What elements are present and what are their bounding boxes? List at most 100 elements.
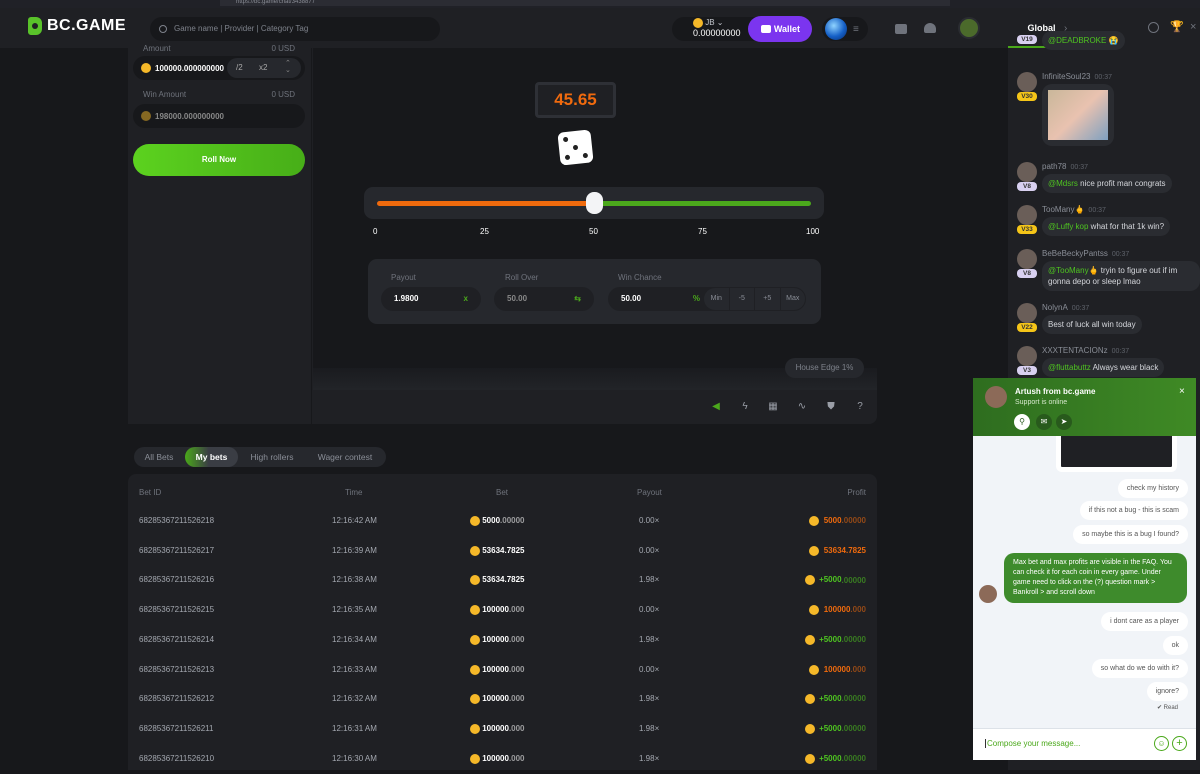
header-profit: Profit [847,488,866,497]
amount-input[interactable]: 100000.000000000 /2 x2 ⌃ ⌄ [133,56,305,80]
close-chat-icon[interactable]: × [1190,21,1197,33]
emoji-icon[interactable]: ☺ [1154,736,1169,751]
lightning-icon[interactable]: ϟ [742,401,748,412]
stepper-icon[interactable]: ⌃ ⌄ [285,60,291,74]
table-row[interactable]: 68285367211526212 12:16:32 AM 100000.000… [128,685,877,715]
search-input[interactable]: Game name | Provider | Category Tag [150,17,440,41]
table-row[interactable]: 68285367211526215 12:16:35 AM 100000.000… [128,596,877,626]
slider-handle[interactable] [586,192,603,214]
payout-input[interactable]: 1.9800 x [381,287,481,311]
compose-input[interactable]: Compose your message... ☺ + [973,728,1196,760]
chat-avatar[interactable] [1017,249,1037,269]
rollover-input[interactable]: 50.00 ⇆ [494,287,594,311]
help-icon[interactable]: ? [857,401,863,412]
slider-lose-track [377,201,594,206]
user-message: i dont care as a player [1101,612,1188,631]
roll-slider[interactable] [364,187,824,219]
search-icon[interactable]: ⚲ [1014,414,1030,430]
table-row[interactable]: 68285367211526216 12:16:38 AM 53634.7825… [128,566,877,596]
mail-icon[interactable] [895,24,907,34]
user-message: if this not a bug - this is scam [1079,501,1188,520]
email-icon[interactable]: ✉ [1036,414,1052,430]
chat-mention[interactable]: @TooMany🖕 [1048,266,1099,275]
url-bar[interactable]: https://bc.game/chat/3438877 [220,0,950,6]
bet-id[interactable]: 68285367211526215 [139,605,215,615]
swap-icon[interactable]: ⇆ [574,294,581,303]
chat-mention[interactable]: @fluttabuttz [1048,363,1091,372]
double-button[interactable]: x2 [259,63,268,72]
bet-id[interactable]: 68285367211526218 [139,516,215,525]
bet-id[interactable]: 68285367211526216 [139,575,215,585]
rollover-value: 50.00 [507,294,528,303]
plus-5-button[interactable]: +5 [755,288,781,310]
winchance-suffix: % [692,294,700,303]
bet-amount: 53634.7825 [470,575,525,586]
screenshot-attachment[interactable] [1056,436,1177,472]
image-message[interactable] [1042,84,1114,146]
info-icon[interactable] [1148,22,1159,33]
close-support-icon[interactable]: × [1179,386,1185,397]
bet-id[interactable]: 68285367211526214 [139,634,215,644]
vip-globe-icon[interactable] [825,18,847,40]
chevron-right-icon[interactable]: › [1064,23,1068,34]
shield-icon[interactable]: ⛊ [827,401,835,412]
table-row[interactable]: 68285367211526217 12:16:39 AM 53634.7825… [128,537,877,567]
profit-decimals: .000 [850,664,866,674]
bet-id[interactable]: 68285367211526210 [139,753,215,763]
table-row[interactable]: 68285367211526214 12:16:34 AM 100000.000… [128,626,877,656]
chat-avatar[interactable] [1017,72,1037,92]
chat-mention[interactable]: @Mdsrs [1048,179,1078,188]
bet-payout: 1.98× [639,694,660,704]
chat-username[interactable]: NolynA 00:37 [1042,303,1089,312]
chat-avatar[interactable] [1017,205,1037,225]
chat-mention[interactable]: @Luffy kop [1048,222,1089,231]
min-button[interactable]: Min [704,288,730,310]
tab-my-bets[interactable]: My bets [185,447,238,467]
tab-high-rollers[interactable]: High rollers [250,452,294,462]
bet-id[interactable]: 68285367211526217 [139,545,215,555]
trophy-icon[interactable]: 🏆 [1170,21,1184,33]
menu-icon[interactable]: ≡ [853,24,859,35]
chat-username[interactable]: InfiniteSoul23 00:37 [1042,72,1112,81]
bell-icon[interactable] [924,23,936,33]
table-row[interactable]: 68285367211526213 12:16:33 AM 100000.000… [128,656,877,686]
table-row[interactable]: 68285367211526218 12:16:42 AM 5000.00000… [128,507,877,537]
chat-avatar[interactable] [1017,303,1037,323]
keyboard-icon[interactable]: ▦ [768,401,778,412]
slider-win-track [594,201,811,206]
vip-badge: V8 [1017,182,1037,191]
chat-avatar[interactable] [1017,162,1037,182]
bet-id[interactable]: 68285367211526211 [139,723,214,733]
sound-icon[interactable]: ◀ [712,401,720,412]
chart-icon[interactable]: ∿ [797,401,807,412]
payout-value: 1.9800 [394,294,419,303]
header-time: Time [345,488,363,497]
chat-mention[interactable]: @DEADBROKE [1048,36,1107,45]
currency-label: JB [705,18,715,28]
currency-select[interactable]: JB ⌄ [693,18,724,28]
wallet-button[interactable]: Wallet [748,16,812,42]
tab-all-bets[interactable]: All Bets [144,452,174,462]
logo[interactable]: BC.GAME [28,17,126,35]
roll-now-button[interactable]: Roll Now [133,144,305,176]
max-button[interactable]: Max [786,295,800,302]
chat-username[interactable]: path78 00:37 [1042,162,1088,171]
agent-avatar-small [979,585,997,603]
telegram-icon[interactable]: ➤ [1056,414,1072,430]
chat-username[interactable]: BeBeBeckyPantss 00:37 [1042,249,1129,258]
table-row[interactable]: 68285367211526210 12:16:30 AM 100000.000… [128,745,877,774]
attach-plus-icon[interactable]: + [1172,736,1187,751]
chat-username[interactable]: XXXTENTACIONz 00:37 [1042,346,1129,355]
chat-avatar[interactable] [1017,346,1037,366]
chat-username[interactable]: TooMany🖕 00:37 [1042,205,1106,214]
bet-id[interactable]: 68285367211526212 [139,694,215,704]
profit-decimals: .00000 [841,634,866,644]
tab-global-chat[interactable]: Global [1008,8,1075,48]
table-row[interactable]: 68285367211526211 12:16:31 AM 100000.000… [128,715,877,745]
tab-wager-contest[interactable]: Wager contest [317,452,373,462]
user-avatar[interactable] [958,17,980,39]
bet-id[interactable]: 68285367211526213 [139,664,215,674]
coin-icon [804,575,815,586]
half-button[interactable]: /2 [236,63,243,72]
minus-5-button[interactable]: -5 [730,288,755,310]
